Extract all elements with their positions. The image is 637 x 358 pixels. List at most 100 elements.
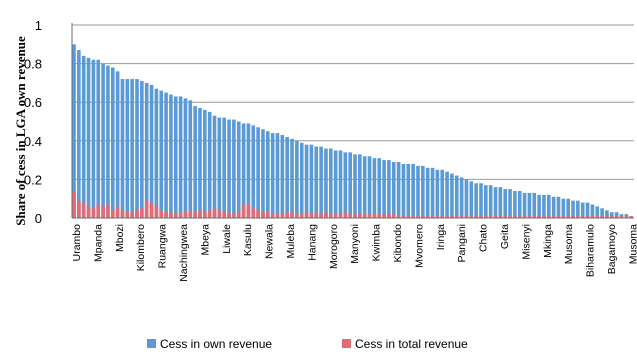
bar-own-revenue <box>474 183 478 218</box>
bar-own-revenue <box>353 154 357 218</box>
bar-own-revenue <box>150 85 154 218</box>
bar-total-revenue <box>232 214 236 218</box>
x-tick-label: Mpanda <box>92 224 104 262</box>
bar-own-revenue <box>392 162 396 218</box>
bar-total-revenue <box>344 212 348 218</box>
bar-total-revenue <box>339 214 343 218</box>
bar-total-revenue <box>174 214 178 218</box>
bar-own-revenue <box>125 79 129 218</box>
x-tick-label: Kilombero <box>135 224 147 271</box>
bar-own-revenue <box>193 106 197 218</box>
x-tick-label: Biharamulo <box>585 224 597 277</box>
bar-total-revenue <box>382 214 386 218</box>
x-tick-label: Manyoni <box>349 224 361 264</box>
bar-own-revenue <box>295 141 299 218</box>
bar-total-revenue <box>290 212 294 218</box>
x-tick-label: Mbozi <box>114 224 126 252</box>
bar-total-revenue <box>130 212 134 218</box>
bar-total-revenue <box>213 208 217 218</box>
bar-own-revenue <box>523 193 527 218</box>
bar-own-revenue <box>494 187 498 218</box>
x-tick-label: Bagamoyo <box>606 224 618 274</box>
bar-total-revenue <box>96 204 100 218</box>
bar-own-revenue <box>532 193 536 218</box>
bar-total-revenue <box>116 206 120 218</box>
bar-total-revenue <box>247 204 251 218</box>
bar-own-revenue <box>445 172 449 218</box>
bar-own-revenue <box>334 150 338 218</box>
bar-own-revenue <box>484 185 488 218</box>
bar-own-revenue <box>184 98 188 218</box>
legend: Cess in own revenue Cess in total revenu… <box>147 337 468 351</box>
bar-total-revenue <box>169 212 173 218</box>
bar-total-revenue <box>188 210 192 218</box>
legend-label-own-revenue: Cess in own revenue <box>160 337 272 351</box>
bar-own-revenue <box>169 94 173 218</box>
bar-total-revenue <box>305 212 309 218</box>
bar-own-revenue <box>440 170 444 218</box>
x-tick-label: Urambo <box>71 224 83 262</box>
bar-own-revenue <box>411 164 415 218</box>
bar-own-revenue <box>586 203 590 218</box>
bar-total-revenue <box>135 210 139 218</box>
y-tick-label: 0.6 <box>24 95 42 110</box>
bar-total-revenue <box>159 210 163 218</box>
legend-label-total-revenue: Cess in total revenue <box>355 337 468 351</box>
bar-own-revenue <box>198 108 202 218</box>
bar-own-revenue <box>358 154 362 218</box>
bar-total-revenue <box>314 212 318 218</box>
bar-own-revenue <box>465 179 469 218</box>
bar-own-revenue <box>305 145 309 218</box>
bar-own-revenue <box>377 158 381 218</box>
x-tick-labels: Urambo Mpanda Mbozi Kilombero Ruangwa Naching… <box>71 224 637 282</box>
bar-own-revenue <box>159 91 163 218</box>
x-tick-label: Mkinga <box>542 224 554 258</box>
bar-own-revenue <box>300 143 304 218</box>
bar-own-revenue <box>101 64 105 218</box>
bar-own-revenue <box>324 149 328 218</box>
bar-own-revenue <box>460 177 464 218</box>
bar-own-revenue <box>513 191 517 218</box>
bar-total-revenue <box>87 206 91 218</box>
bar-own-revenue <box>566 199 570 218</box>
bar-total-revenue <box>218 210 222 218</box>
bar-total-revenue <box>164 212 168 218</box>
bar-total-revenue <box>203 212 207 218</box>
bar-own-revenue <box>145 83 149 218</box>
bar-own-revenue <box>591 204 595 218</box>
bar-own-revenue <box>436 170 440 218</box>
bar-total-revenue <box>368 214 372 218</box>
bar-own-revenue <box>397 162 401 218</box>
bar-total-revenue <box>261 212 265 218</box>
bar-own-revenue <box>271 133 275 218</box>
bar-own-revenue <box>96 60 100 218</box>
bar-own-revenue <box>508 189 512 218</box>
x-tick-label: Muleba <box>285 224 297 259</box>
x-tick-label: Pangani <box>456 224 468 263</box>
bar-own-revenue <box>232 120 236 218</box>
bar-total-revenue <box>227 212 231 218</box>
bar-own-revenue <box>557 197 561 218</box>
bar-own-revenue <box>179 96 183 218</box>
bar-own-revenue <box>77 50 81 218</box>
y-tick-label: 0.8 <box>24 57 42 72</box>
legend-swatch-total-revenue <box>342 339 351 348</box>
bar-own-revenue <box>285 137 289 218</box>
bar-own-revenue <box>310 145 314 218</box>
bar-total-revenue <box>82 203 86 218</box>
x-tick-label: Geita <box>499 224 511 249</box>
bar-own-revenue <box>227 120 231 218</box>
bar-total-revenue <box>101 206 105 218</box>
bar-total-revenue <box>72 191 76 218</box>
bar-total-revenue <box>285 212 289 218</box>
bar-total-revenue <box>222 212 226 218</box>
bar-total-revenue <box>106 204 110 218</box>
bar-own-revenue <box>571 201 575 218</box>
bar-total-revenue <box>363 214 367 218</box>
bar-own-revenue <box>247 123 251 218</box>
bar-own-revenue <box>479 183 483 218</box>
bar-total-revenue <box>276 214 280 218</box>
bar-total-revenue <box>266 212 270 218</box>
bar-total-revenue <box>150 203 154 218</box>
bar-own-revenue <box>203 110 207 218</box>
